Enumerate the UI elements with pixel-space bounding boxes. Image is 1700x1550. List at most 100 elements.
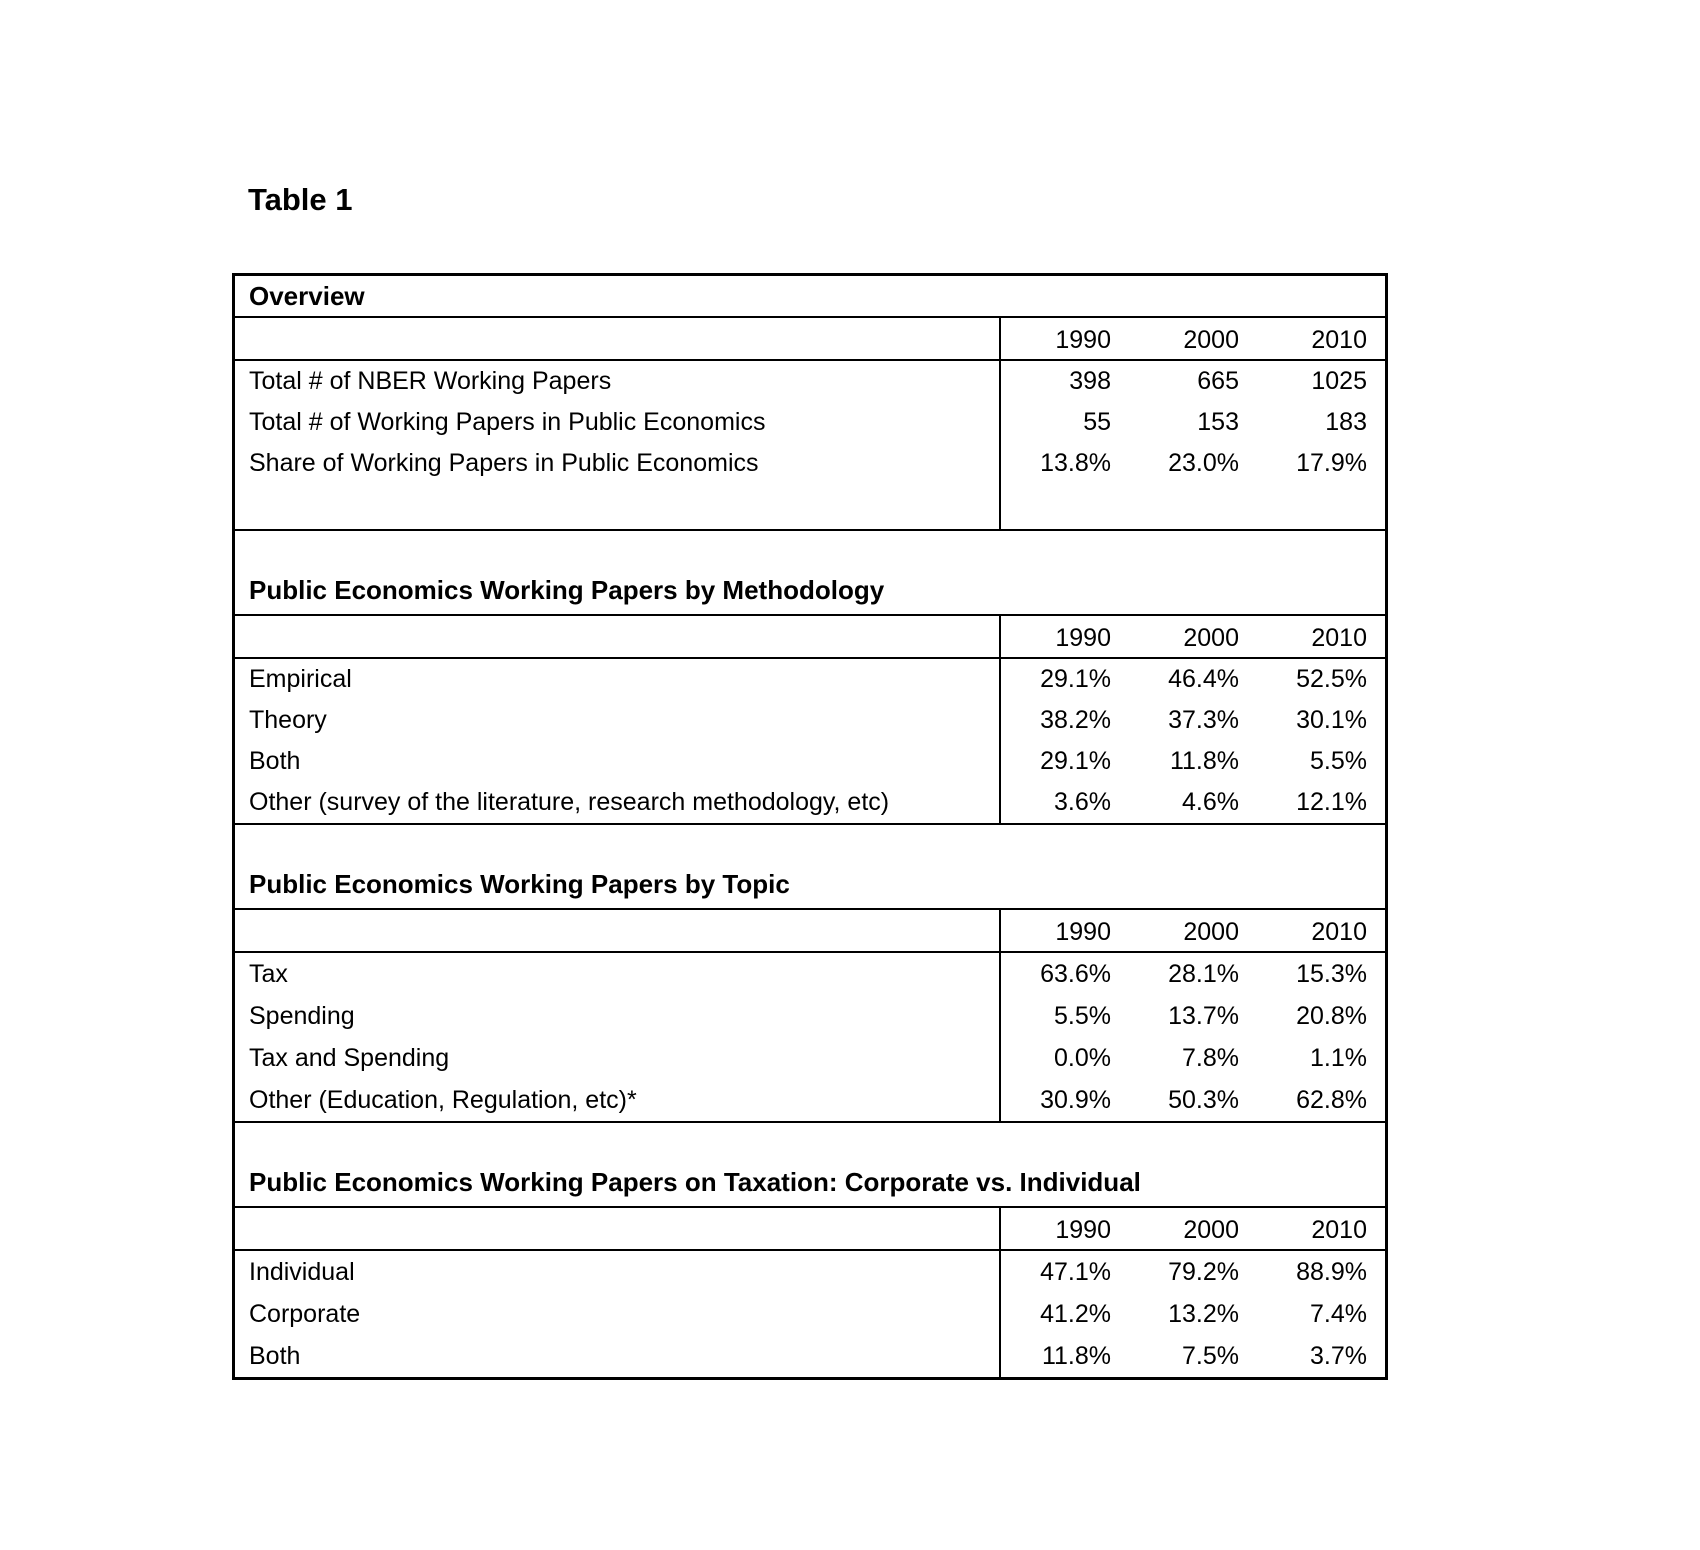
table-row: Spending 5.5% 13.7% 20.8% [235, 995, 1385, 1037]
cell-value: 0.0% [1054, 1043, 1111, 1072]
cell-value: 29.1% [1040, 747, 1111, 775]
years-header-row: 1990 2000 2010 [235, 616, 1385, 659]
spacer-cell [235, 484, 1001, 529]
section-methodology: Public Economics Working Papers by Metho… [235, 531, 1385, 825]
row-label: Both [235, 1335, 1001, 1377]
cell-value: 63.6% [1040, 959, 1111, 988]
table-row: Total # of NBER Working Papers 398 665 1… [235, 361, 1385, 402]
cell-value: 37.3% [1168, 706, 1239, 734]
table-row: Both 29.1% 11.8% 5.5% [235, 741, 1385, 782]
spacer-row [235, 484, 1385, 529]
table-row: Both 11.8% 7.5% 3.7% [235, 1335, 1385, 1377]
section-title-row: Public Economics Working Papers on Taxat… [235, 1123, 1385, 1208]
year-header: 1990 [1055, 1216, 1111, 1244]
year-header: 2010 [1311, 624, 1367, 652]
row-label: Individual [235, 1251, 1001, 1293]
cell-value: 38.2% [1040, 706, 1111, 734]
year-header: 1990 [1055, 326, 1111, 354]
table-row: Share of Working Papers in Public Econom… [235, 443, 1385, 484]
cell-value: 153 [1197, 408, 1239, 436]
section-topic: Public Economics Working Papers by Topic… [235, 825, 1385, 1123]
year-header: 2000 [1183, 624, 1239, 652]
table-row: Corporate 41.2% 13.2% 7.4% [235, 1293, 1385, 1335]
section-title-row: Public Economics Working Papers by Topic [235, 825, 1385, 910]
section-title-row: Public Economics Working Papers by Metho… [235, 531, 1385, 616]
cell-value: 7.5% [1182, 1341, 1239, 1370]
table-row: Tax 63.6% 28.1% 15.3% [235, 953, 1385, 995]
years-header-spacer [235, 318, 1001, 359]
section-title: Public Economics Working Papers by Topic [249, 869, 790, 899]
cell-value: 1025 [1311, 367, 1367, 395]
cell-value: 11.8% [1169, 747, 1239, 775]
cell-value: 4.6% [1182, 788, 1239, 816]
section-title-row: Overview [235, 276, 1385, 318]
cell-value: 12.1% [1296, 788, 1367, 816]
row-label: Share of Working Papers in Public Econom… [235, 443, 1001, 484]
cell-value: 47.1% [1040, 1257, 1111, 1286]
table-title: Table 1 [248, 182, 353, 217]
years-header-row: 1990 2000 2010 [235, 1208, 1385, 1251]
cell-value: 11.8% [1041, 1341, 1111, 1370]
cell-value: 30.9% [1040, 1085, 1111, 1114]
cell-value: 1.1% [1310, 1043, 1367, 1072]
row-label: Other (survey of the literature, researc… [235, 782, 1001, 823]
row-label: Other (Education, Regulation, etc)* [235, 1079, 1001, 1121]
cell-value: 5.5% [1054, 1001, 1111, 1030]
years-header-spacer [235, 616, 1001, 657]
section-title: Public Economics Working Papers by Metho… [249, 575, 885, 605]
cell-value: 398 [1069, 367, 1111, 395]
table-row: Tax and Spending 0.0% 7.8% 1.1% [235, 1037, 1385, 1079]
cell-value: 52.5% [1296, 665, 1367, 693]
table-1: Overview 1990 2000 2010 Total # of NBER … [232, 273, 1388, 1380]
cell-value: 30.1% [1296, 706, 1367, 734]
year-header: 2000 [1183, 918, 1239, 946]
year-header: 2000 [1183, 1216, 1239, 1244]
table-row: Other (survey of the literature, researc… [235, 782, 1385, 823]
cell-value: 3.7% [1310, 1341, 1367, 1370]
cell-value: 29.1% [1040, 665, 1111, 693]
row-label: Corporate [235, 1293, 1001, 1335]
row-label: Total # of Working Papers in Public Econ… [235, 402, 1001, 443]
cell-value: 23.0% [1168, 449, 1239, 477]
table-row: Empirical 29.1% 46.4% 52.5% [235, 659, 1385, 700]
row-label: Spending [235, 995, 1001, 1037]
cell-value: 46.4% [1168, 665, 1239, 693]
year-header: 1990 [1055, 918, 1111, 946]
section-overview: Overview 1990 2000 2010 Total # of NBER … [235, 276, 1385, 531]
cell-value: 55 [1083, 408, 1111, 436]
table-row: Theory 38.2% 37.3% 30.1% [235, 700, 1385, 741]
table-row: Individual 47.1% 79.2% 88.9% [235, 1251, 1385, 1293]
table-row: Total # of Working Papers in Public Econ… [235, 402, 1385, 443]
cell-value: 28.1% [1168, 959, 1239, 988]
cell-value: 5.5% [1310, 747, 1367, 775]
cell-value: 17.9% [1296, 449, 1367, 477]
section-title: Public Economics Working Papers on Taxat… [249, 1167, 1141, 1197]
years-header-spacer [235, 910, 1001, 951]
year-header: 2010 [1311, 1216, 1367, 1244]
cell-value: 15.3% [1296, 959, 1367, 988]
row-label: Theory [235, 700, 1001, 741]
row-label: Tax [235, 953, 1001, 995]
cell-value: 62.8% [1296, 1085, 1367, 1114]
cell-value: 665 [1197, 367, 1239, 395]
row-label: Empirical [235, 659, 1001, 700]
cell-value: 88.9% [1296, 1257, 1367, 1286]
section-title: Overview [249, 280, 365, 311]
years-header-row: 1990 2000 2010 [235, 910, 1385, 953]
year-header: 2010 [1311, 918, 1367, 946]
table-row: Other (Education, Regulation, etc)* 30.9… [235, 1079, 1385, 1121]
years-header-spacer [235, 1208, 1001, 1249]
cell-value: 20.8% [1296, 1001, 1367, 1030]
cell-value: 79.2% [1168, 1257, 1239, 1286]
years-header-row: 1990 2000 2010 [235, 318, 1385, 361]
cell-value: 7.4% [1310, 1299, 1367, 1328]
cell-value: 13.8% [1040, 449, 1111, 477]
row-label: Total # of NBER Working Papers [235, 361, 1001, 402]
cell-value: 50.3% [1168, 1085, 1239, 1114]
cell-value: 7.8% [1182, 1043, 1239, 1072]
cell-value: 13.2% [1168, 1299, 1239, 1328]
cell-value: 183 [1325, 408, 1367, 436]
cell-value: 41.2% [1040, 1299, 1111, 1328]
year-header: 2000 [1183, 326, 1239, 354]
